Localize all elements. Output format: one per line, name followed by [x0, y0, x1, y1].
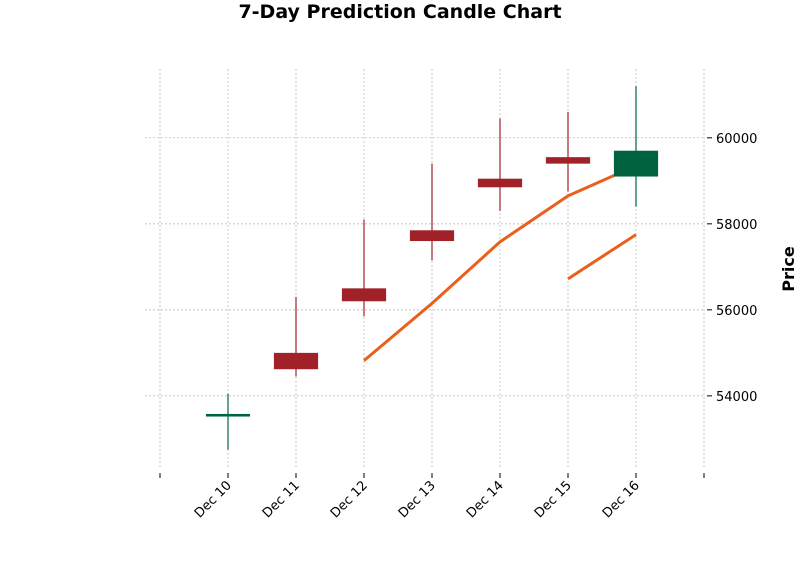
- x-tick-label: Dec 10: [192, 478, 235, 521]
- y-tick-label: 54000: [716, 390, 757, 405]
- x-tick-label: Dec 11: [260, 478, 303, 521]
- prediction-lines: [363, 164, 637, 362]
- x-tick-label: Dec 13: [396, 478, 439, 521]
- candle-body: [545, 157, 591, 164]
- candle-body: [273, 352, 319, 370]
- x-tick-label: Dec 16: [600, 478, 643, 521]
- candle-body: [341, 288, 387, 302]
- grid: [145, 69, 705, 469]
- y-tick-label: 58000: [716, 218, 757, 233]
- axes: 54000 56000 58000 60000 Dec 10 Dec 11 Dec 12 De…: [159, 132, 757, 521]
- candle-body: [613, 150, 659, 177]
- prediction-line: [363, 164, 637, 362]
- chart-title: 7-Day Prediction Candle Chart: [238, 1, 561, 23]
- y-axis-label: Price: [779, 246, 798, 292]
- candle-body: [205, 413, 251, 417]
- prediction-line: [567, 233, 637, 281]
- x-tick-label: Dec 15: [532, 478, 575, 521]
- candle-body: [477, 178, 523, 188]
- x-tick-label: Dec 12: [328, 478, 371, 521]
- x-tick-label: Dec 14: [464, 478, 507, 521]
- y-tick-label: 60000: [716, 132, 757, 147]
- candles: [205, 86, 659, 450]
- y-tick-label: 56000: [716, 304, 757, 319]
- candle-body: [409, 230, 455, 242]
